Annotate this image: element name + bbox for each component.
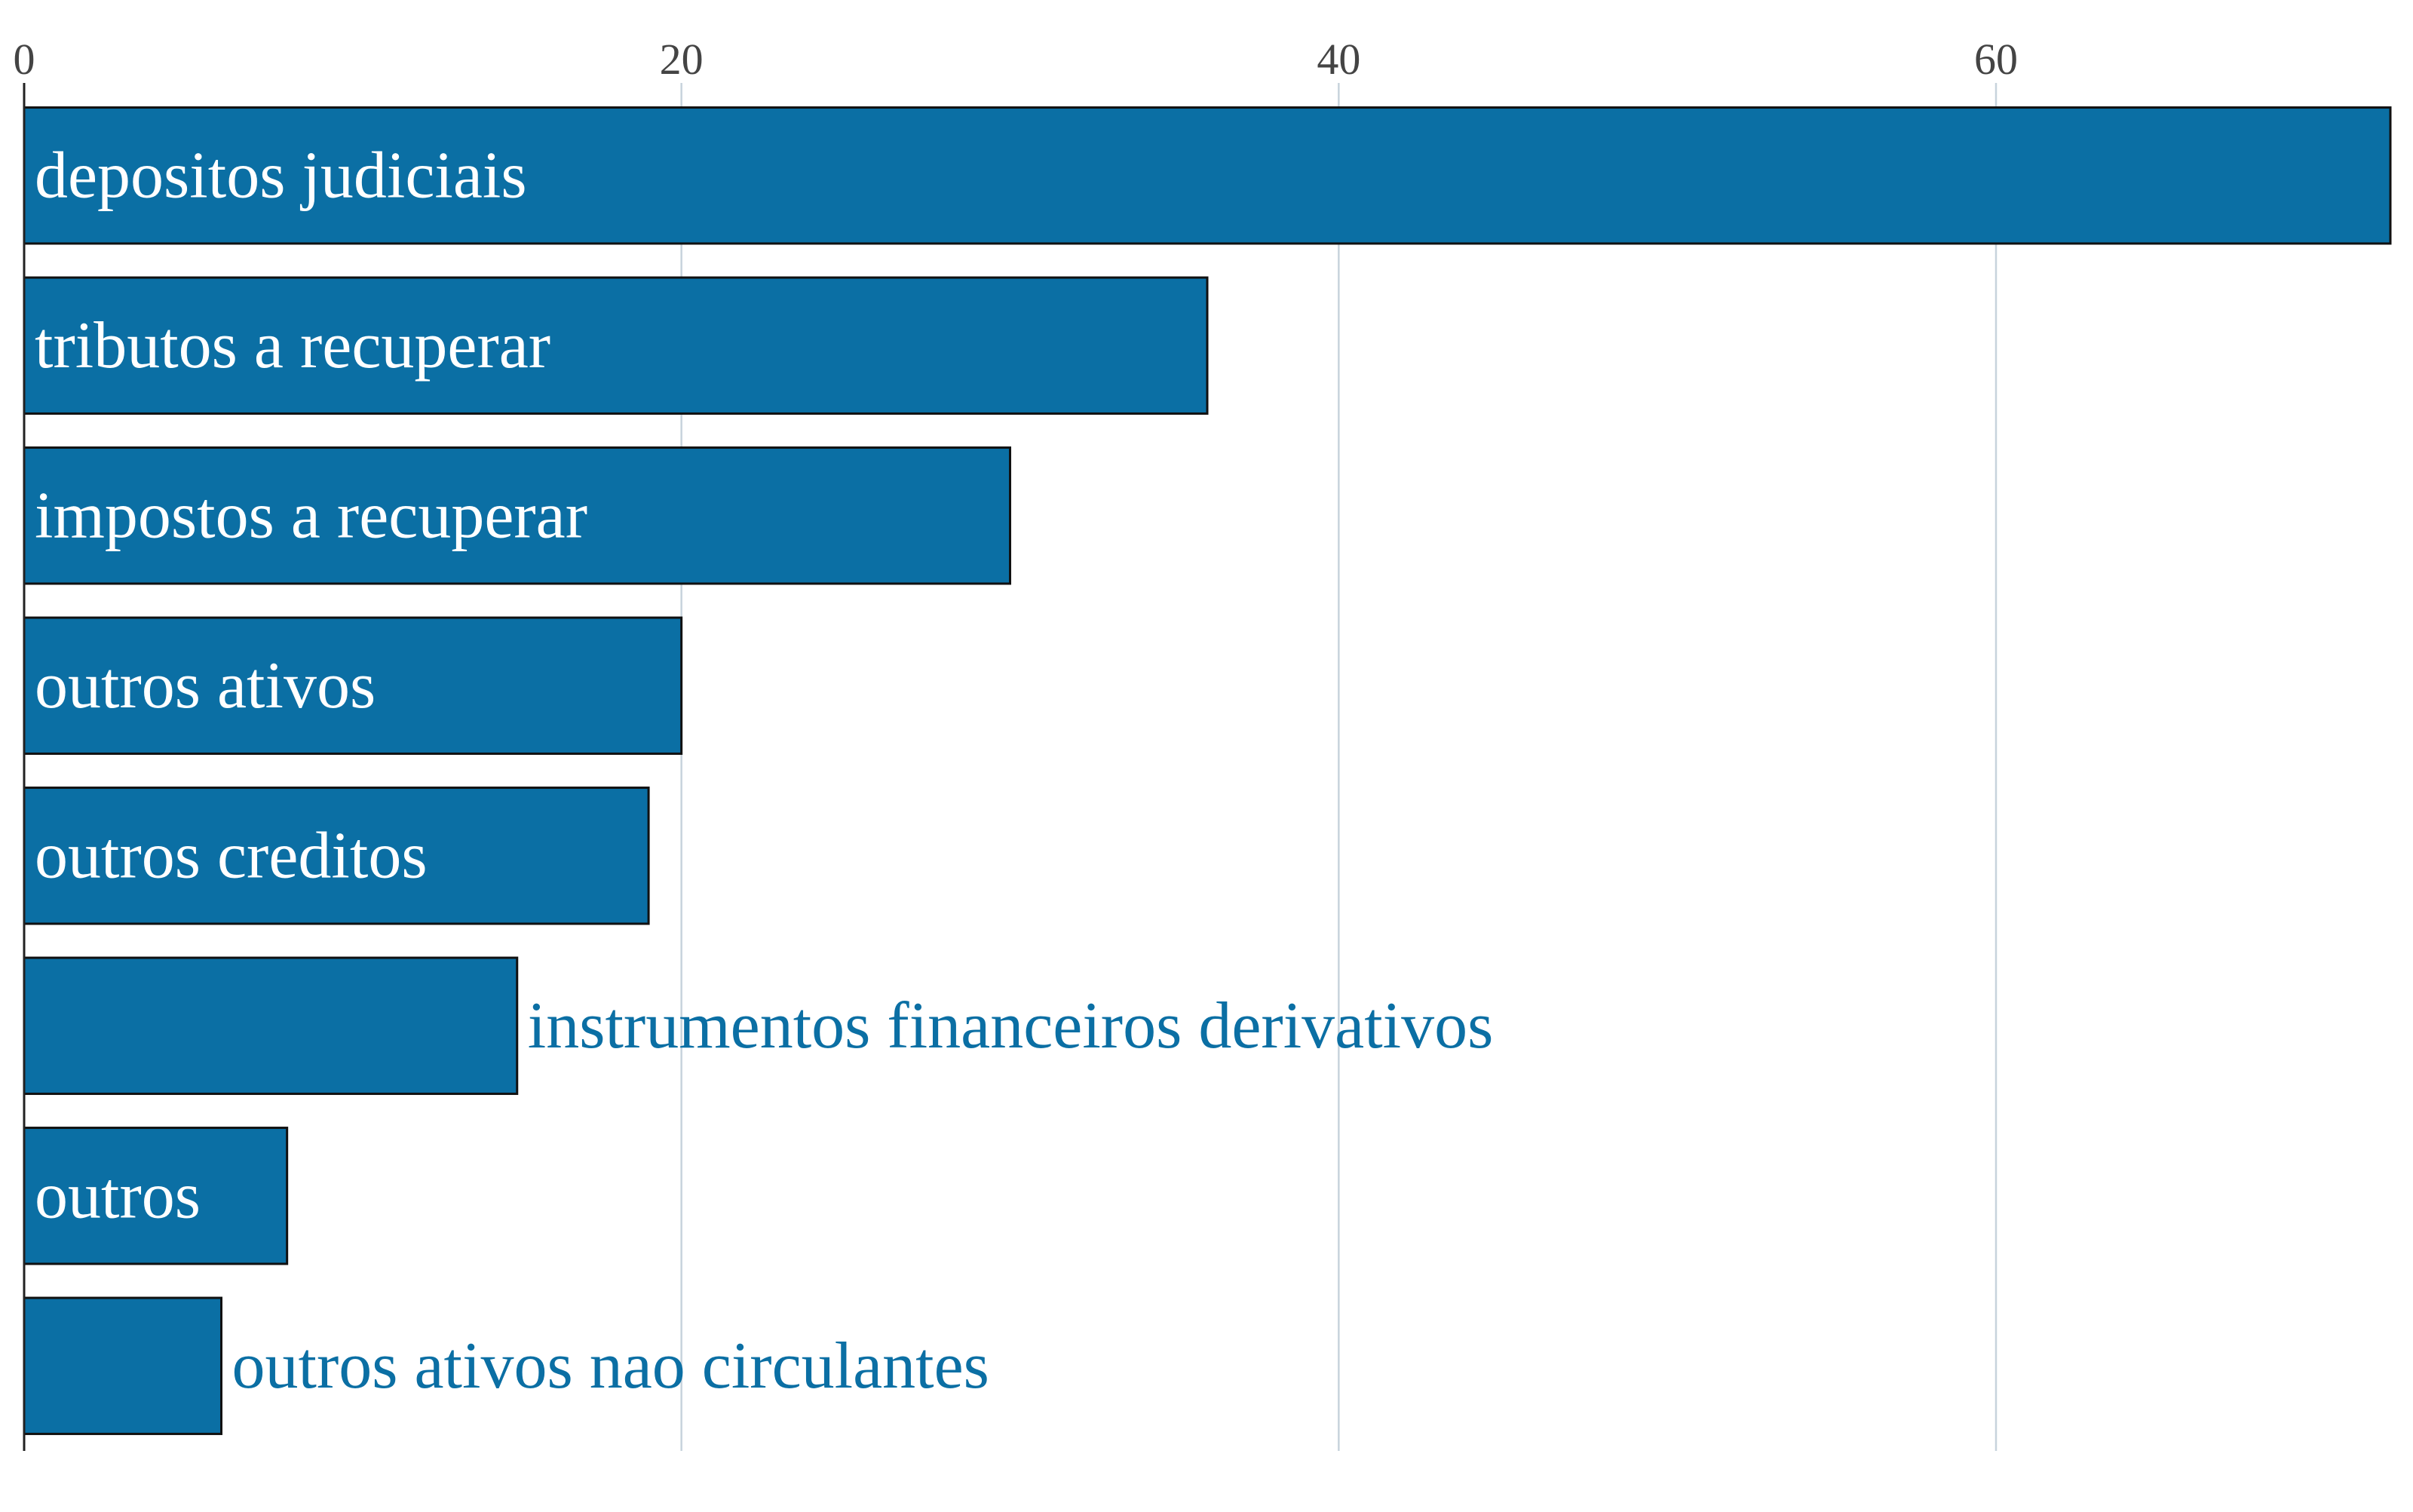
bar-label-4: outros creditos [35,819,428,892]
bar-label-3: outros ativos [35,649,376,722]
bar-label-6: outros [35,1159,201,1232]
label-layer: depositos judiciais tributos a recuperar i… [35,139,1493,1403]
bar-2 [23,446,1011,585]
bar-label-7: outros ativos nao circulantes [232,1330,989,1403]
bar-4 [23,787,650,925]
bar-7 [23,1296,222,1435]
bar-label-1: tributos a recuperar [35,309,550,382]
x-tick-label: 60 [1974,35,2018,84]
bar-label-2: impostos a recuperar [35,479,587,552]
bar-label-0: depositos judiciais [35,139,527,212]
x-tick-label: 0 [14,35,35,84]
bar-1 [23,276,1209,415]
bar-3 [23,616,683,755]
bar-label-5: instrumentos financeiros derivativos [528,989,1494,1063]
x-tick-label: 20 [660,35,704,84]
x-tick-label: 40 [1317,35,1360,84]
bar-5 [23,956,519,1095]
bar-6 [23,1127,289,1265]
axis-layer: 0 20 40 60 [14,35,2018,1451]
bar-layer [23,106,2392,1435]
bar-0 [23,106,2392,245]
